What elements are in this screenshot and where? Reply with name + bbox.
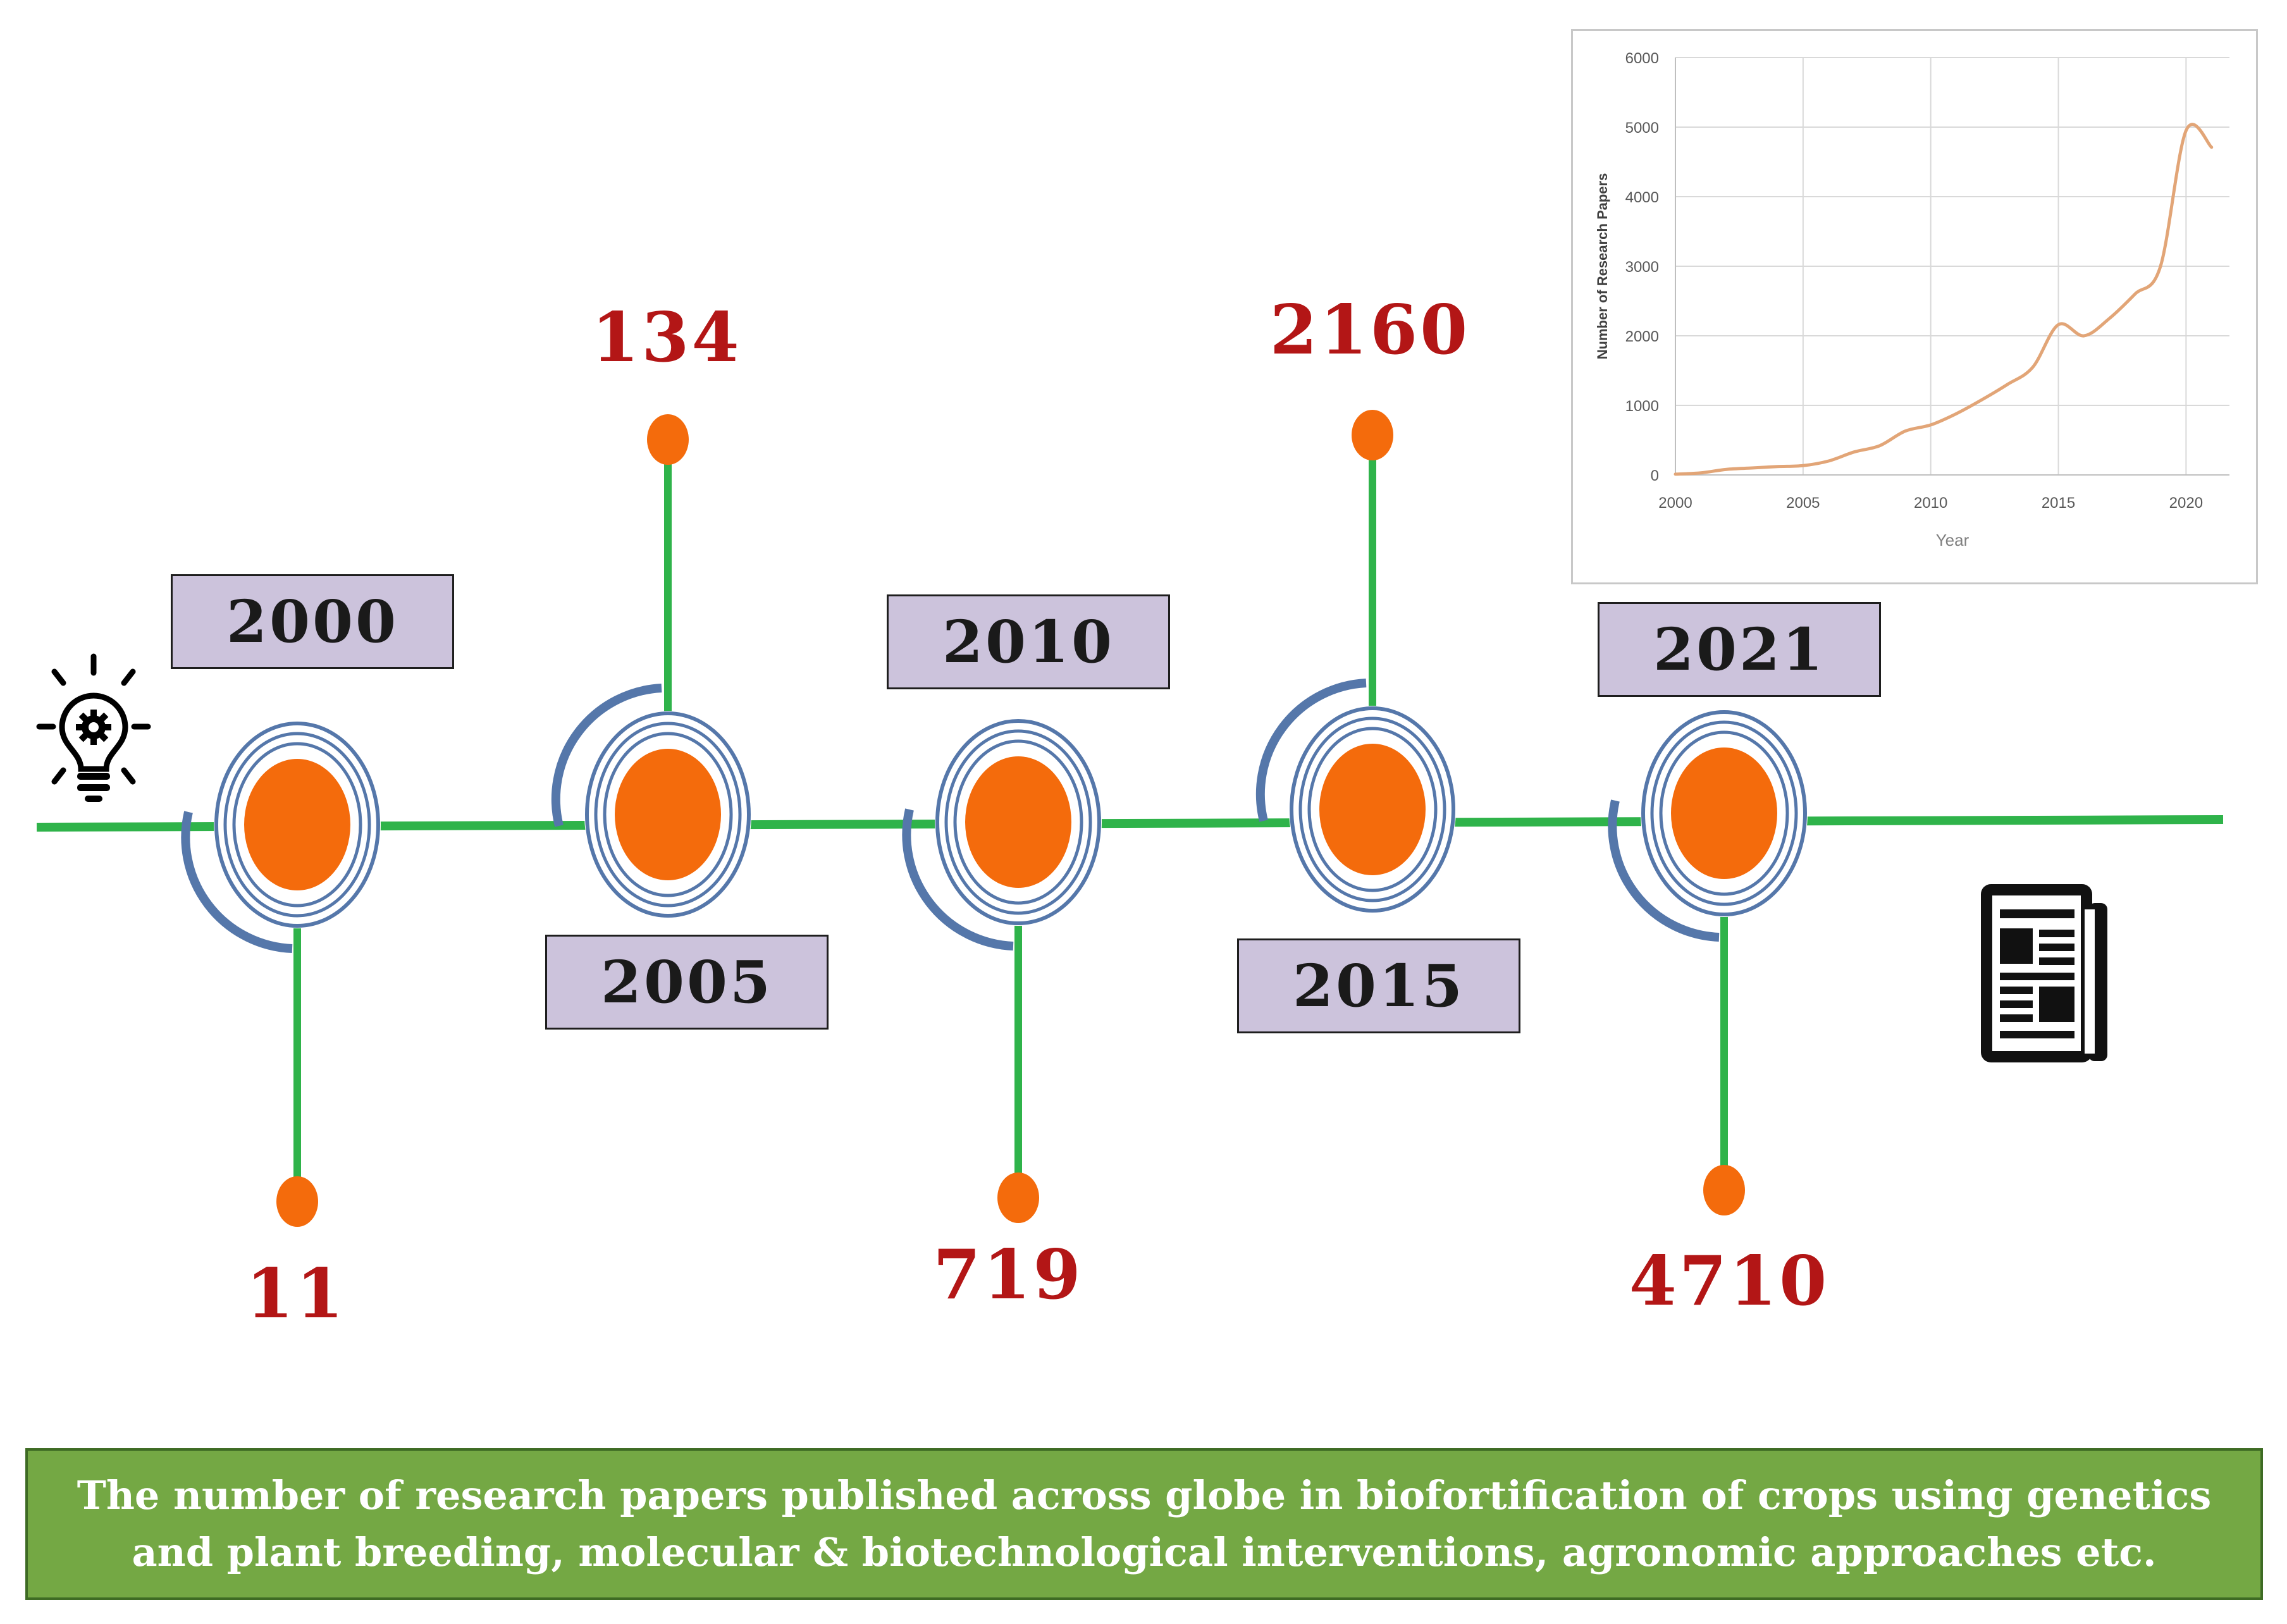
node-end-dot <box>1352 410 1393 460</box>
caption-banner: The number of research papers published … <box>25 1448 2263 1600</box>
y-tick-label: 1000 <box>1625 398 1659 415</box>
inset-chart-svg: 0 1000 2000 3000 4000 5000 6000 2000 2005 2010 201… <box>1594 50 2229 550</box>
node-end-dot <box>647 414 689 465</box>
node-ring-middle <box>594 722 742 907</box>
year-label: 2015 <box>1237 938 1520 1033</box>
timeline-node <box>1255 410 1456 913</box>
x-tick-label: 2020 <box>2169 495 2203 512</box>
timeline-node <box>551 414 751 918</box>
year-label: 2010 <box>887 594 1170 689</box>
node-accent-arc <box>181 811 293 953</box>
x-tick-label: 2000 <box>1658 495 1692 512</box>
timeline-node <box>181 721 381 1227</box>
y-tick-label: 2000 <box>1625 328 1659 345</box>
year-label: 2021 <box>1598 602 1881 697</box>
node-accent-arc <box>1608 799 1720 942</box>
node-core <box>1671 747 1777 879</box>
x-tick-label: 2010 <box>1914 495 1947 512</box>
x-tick-label: 2015 <box>2042 495 2075 512</box>
node-ring-outer <box>935 719 1101 925</box>
year-label: 2000 <box>171 574 454 669</box>
timeline-node <box>902 718 1102 1223</box>
timeline-node <box>1608 710 1808 1215</box>
paper-count: 11 <box>245 1254 347 1334</box>
node-accent-arc <box>902 808 1014 950</box>
paper-count: 4710 <box>1629 1241 1830 1321</box>
caption-line-2: and plant breeding, molecular & biotechn… <box>132 1529 2157 1575</box>
node-ring-outer <box>1641 710 1807 916</box>
year-label: 2005 <box>545 935 829 1030</box>
y-tick-label: 6000 <box>1625 50 1659 67</box>
node-core <box>965 756 1071 888</box>
node-end-dot <box>276 1176 318 1227</box>
paper-count: 134 <box>591 298 742 378</box>
node-core <box>615 749 721 880</box>
newspaper-icon <box>1981 884 2107 1062</box>
node-ring-outer <box>1290 706 1455 913</box>
node-ring-inner <box>953 739 1083 905</box>
node-ring-middle <box>1298 717 1446 902</box>
node-end-dot <box>1703 1165 1745 1215</box>
paper-count: 2160 <box>1269 290 1470 370</box>
timeline-nodes <box>181 410 1808 1227</box>
node-core <box>244 759 350 890</box>
caption-line-1: The number of research papers published … <box>77 1472 2212 1519</box>
y-axis-title: Number of Research Papers <box>1594 173 1610 360</box>
node-ring-middle <box>223 732 371 918</box>
node-ring-inner <box>1307 727 1438 892</box>
paper-count: 719 <box>933 1235 1083 1315</box>
node-accent-arc <box>1255 679 1367 822</box>
node-accent-arc <box>551 684 662 827</box>
y-tick-label: 4000 <box>1625 189 1659 206</box>
inset-chart: 0 1000 2000 3000 4000 5000 6000 2000 2005 2010 201… <box>1571 29 2258 584</box>
y-tick-label: 5000 <box>1625 120 1659 137</box>
y-tick-label: 3000 <box>1625 259 1659 276</box>
node-core <box>1319 744 1426 875</box>
node-ring-middle <box>1650 720 1798 906</box>
node-ring-inner <box>603 732 733 897</box>
x-tick-label: 2005 <box>1786 495 1820 512</box>
x-axis-title: Year <box>1936 531 1970 550</box>
node-ring-outer <box>585 711 751 918</box>
y-tick-label: 0 <box>1651 467 1659 484</box>
node-ring-inner <box>232 742 362 907</box>
lightbulb-gear-icon <box>36 653 151 802</box>
series-line <box>1674 123 2214 476</box>
node-ring-outer <box>214 722 380 928</box>
node-ring-inner <box>1659 730 1789 896</box>
node-ring-middle <box>944 729 1092 915</box>
timeline-line <box>36 815 2224 832</box>
timeline-axis <box>36 815 2224 832</box>
node-end-dot <box>997 1172 1039 1223</box>
